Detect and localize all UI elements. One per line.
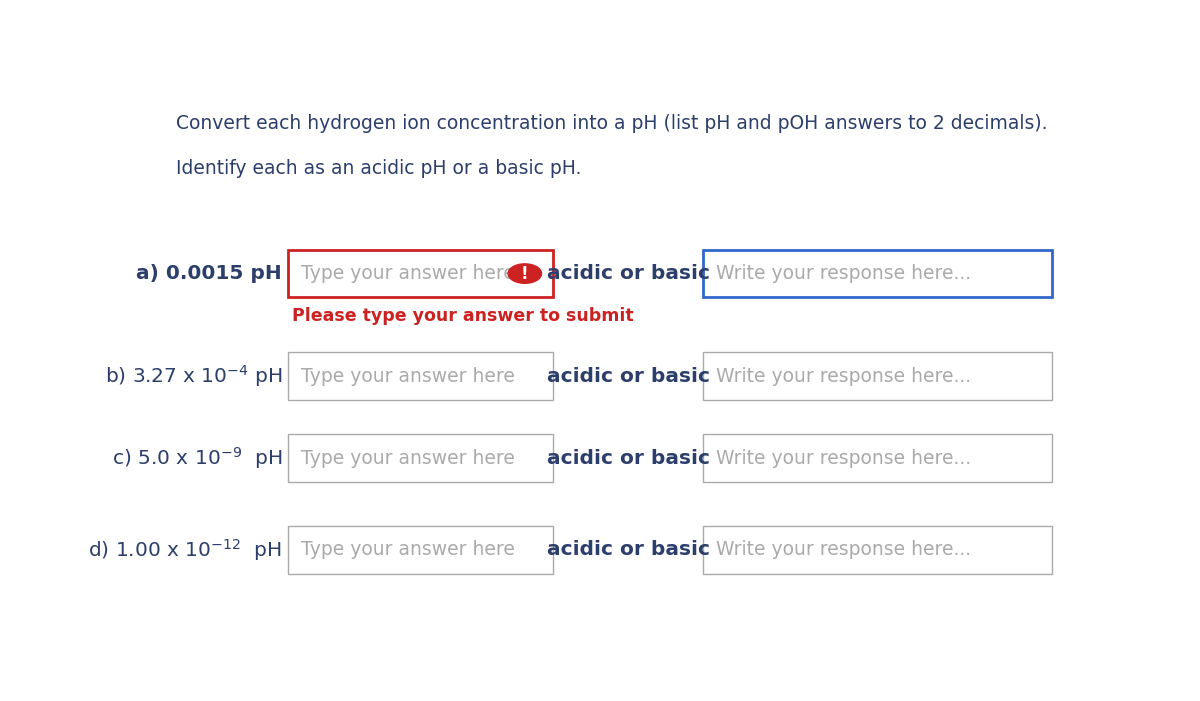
FancyBboxPatch shape	[288, 526, 553, 573]
Text: acidic or basic: acidic or basic	[546, 264, 709, 283]
Text: Write your response here...: Write your response here...	[716, 449, 972, 468]
Text: acidic or basic: acidic or basic	[546, 449, 709, 468]
FancyBboxPatch shape	[703, 526, 1052, 573]
Text: Type your answer here: Type your answer here	[301, 264, 515, 283]
Text: acidic or basic: acidic or basic	[546, 540, 709, 559]
Text: Write your response here...: Write your response here...	[716, 264, 972, 283]
FancyBboxPatch shape	[288, 250, 553, 297]
Text: acidic or basic: acidic or basic	[546, 367, 709, 386]
FancyBboxPatch shape	[288, 435, 553, 482]
Text: $\mathregular{c)\ 5.0\ x\ 10^{-9}}$  pH: $\mathregular{c)\ 5.0\ x\ 10^{-9}}$ pH	[112, 445, 282, 471]
Circle shape	[508, 264, 541, 283]
Text: a) 0.0015 pH: a) 0.0015 pH	[137, 264, 282, 283]
FancyBboxPatch shape	[703, 435, 1052, 482]
Text: !: !	[521, 264, 529, 283]
Text: Type your answer here: Type your answer here	[301, 367, 515, 386]
FancyBboxPatch shape	[288, 353, 553, 400]
Text: Write your response here...: Write your response here...	[716, 367, 972, 386]
Text: $\mathregular{b)\ 3.27\ x\ 10^{-4}}$ pH: $\mathregular{b)\ 3.27\ x\ 10^{-4}}$ pH	[104, 363, 282, 389]
Text: Type your answer here: Type your answer here	[301, 449, 515, 468]
Text: Identify each as an acidic pH or a basic pH.: Identify each as an acidic pH or a basic…	[176, 158, 582, 177]
Text: Type your answer here: Type your answer here	[301, 540, 515, 559]
FancyBboxPatch shape	[703, 353, 1052, 400]
FancyBboxPatch shape	[703, 250, 1052, 297]
Text: $\mathregular{d)\ 1.00\ x\ 10^{-12}}$  pH: $\mathregular{d)\ 1.00\ x\ 10^{-12}}$ pH	[89, 537, 282, 563]
Text: Please type your answer to submit: Please type your answer to submit	[293, 307, 634, 325]
Text: Convert each hydrogen ion concentration into a pH (list pH and pOH answers to 2 : Convert each hydrogen ion concentration …	[176, 114, 1048, 132]
Text: Write your response here...: Write your response here...	[716, 540, 972, 559]
